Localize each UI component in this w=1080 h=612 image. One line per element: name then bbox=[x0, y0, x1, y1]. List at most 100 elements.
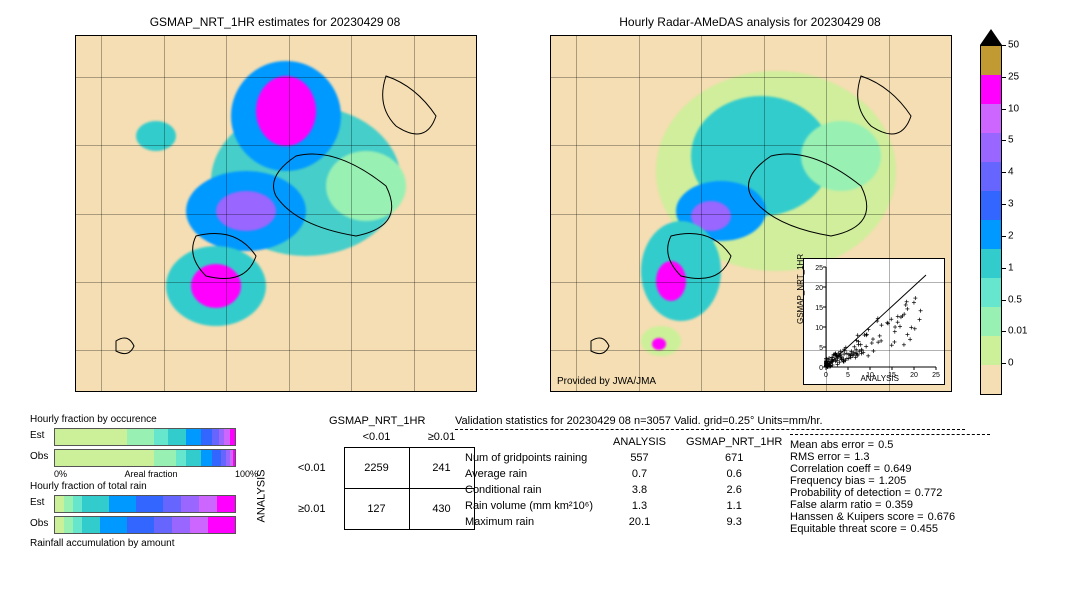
contingency-table: <0.01≥0.01<0.012259241≥0.01127430 bbox=[280, 427, 475, 530]
ytick-label: 25°N bbox=[75, 345, 76, 356]
comparison-analysis-value: 1.3 bbox=[603, 498, 676, 514]
fraction-bars-panel: Hourly fraction by occurence EstObs 0% A… bbox=[30, 412, 250, 551]
score-key: RMS error = bbox=[790, 451, 850, 463]
score-line: Probability of detection = 0.772 bbox=[790, 487, 1060, 499]
svg-text:5: 5 bbox=[846, 372, 850, 379]
validation-title: Validation statistics for 20230429 08 n=… bbox=[455, 415, 965, 427]
comparison-analysis-value: 3.8 bbox=[603, 482, 676, 498]
gsmap-map-frame: 120°E125°E130°E135°E140°E145°E25°N30°N35… bbox=[75, 35, 477, 392]
contingency-panel: GSMAP_NRT_1HR ANALYSIS <0.01≥0.01<0.0122… bbox=[260, 415, 475, 530]
scatter-svg: 00551010151520202525 bbox=[804, 259, 944, 384]
svg-text:15: 15 bbox=[815, 305, 823, 312]
score-line: Correlation coeff = 0.649 bbox=[790, 463, 1060, 475]
fraction-bar bbox=[54, 516, 236, 534]
bar-row-label: Obs bbox=[30, 448, 54, 466]
accum-title: Rainfall accumulation by amount bbox=[30, 538, 250, 549]
occurrence-title: Hourly fraction by occurence bbox=[30, 414, 250, 425]
score-key: Correlation coeff = bbox=[790, 463, 880, 475]
colorbar-segment bbox=[980, 307, 1002, 336]
score-value: 0.772 bbox=[911, 487, 943, 499]
xtick-label: 145°E bbox=[400, 391, 427, 392]
score-key: Probability of detection = bbox=[790, 487, 911, 499]
ytick-label: 25°N bbox=[550, 345, 551, 356]
xtick-label: 120°E bbox=[87, 391, 114, 392]
xtick-label: 125°E bbox=[150, 391, 177, 392]
score-value: 0.676 bbox=[924, 511, 956, 523]
colorbar-segment bbox=[980, 45, 1002, 75]
contingency-row-header: ANALYSIS bbox=[256, 470, 268, 523]
xtick-label: 120°E bbox=[562, 391, 589, 392]
score-key: Hanssen & Kuipers score = bbox=[790, 511, 924, 523]
comparison-analysis-value: 20.1 bbox=[603, 514, 676, 530]
ytick-label: 35°N bbox=[550, 208, 551, 219]
svg-text:25: 25 bbox=[815, 265, 823, 272]
xtick-label: 135°E bbox=[275, 391, 302, 392]
fraction-bar bbox=[54, 428, 236, 446]
inset-ylabel: GSMAP_NRT_1HR bbox=[796, 254, 805, 324]
colorbar-triangle bbox=[980, 29, 1002, 45]
comparison-col-header bbox=[455, 434, 603, 450]
svg-text:25: 25 bbox=[932, 372, 940, 379]
score-line: Frequency bias = 1.205 bbox=[790, 475, 1060, 487]
colorbar-segment bbox=[980, 104, 1002, 133]
colorbar-segment bbox=[980, 336, 1002, 365]
score-value: 0.359 bbox=[881, 499, 913, 511]
gsmap-map-title: GSMAP_NRT_1HR estimates for 20230429 08 bbox=[75, 15, 475, 29]
comparison-analysis-value: 557 bbox=[603, 450, 676, 466]
colorbar-segment bbox=[980, 191, 1002, 220]
score-line: Hanssen & Kuipers score = 0.676 bbox=[790, 511, 1060, 523]
radar-map-frame: Provided by JWA/JMA 00551010151520202525… bbox=[550, 35, 952, 392]
score-line: Mean abs error = 0.5 bbox=[790, 439, 1060, 451]
score-value: 1.3 bbox=[850, 451, 869, 463]
contingency-cell: 2259 bbox=[344, 448, 409, 489]
score-key: Frequency bias = bbox=[790, 475, 875, 487]
score-key: Equitable threat score = bbox=[790, 523, 907, 535]
xtick-label: 130°E bbox=[687, 391, 714, 392]
comparison-col-header: GSMAP_NRT_1HR bbox=[676, 434, 792, 450]
score-value: 0.455 bbox=[907, 523, 939, 535]
score-key: Mean abs error = bbox=[790, 439, 874, 451]
divider-1 bbox=[455, 429, 965, 430]
colorbar-segment bbox=[980, 365, 1002, 395]
xtick-label: 140°E bbox=[337, 391, 364, 392]
bar-row-label: Est bbox=[30, 494, 54, 512]
xtick-label: 135°E bbox=[750, 391, 777, 392]
xtick-label: 145°E bbox=[875, 391, 902, 392]
radar-map-panel: Hourly Radar-AMeDAS analysis for 2023042… bbox=[550, 35, 950, 390]
contingency-row-label: <0.01 bbox=[280, 448, 344, 489]
score-value: 0.5 bbox=[874, 439, 893, 451]
colorbar-segment bbox=[980, 162, 1002, 191]
score-line: RMS error = 1.3 bbox=[790, 451, 1060, 463]
fraction-bar bbox=[54, 449, 236, 467]
colorbar-segment bbox=[980, 249, 1002, 278]
comparison-key: Rain volume (mm km²10⁶) bbox=[455, 498, 603, 514]
contingency-top-header: GSMAP_NRT_1HR bbox=[280, 415, 475, 427]
gsmap-map-panel: GSMAP_NRT_1HR estimates for 20230429 08 … bbox=[75, 35, 475, 390]
divider-2 bbox=[790, 434, 990, 435]
comparison-gsmap-value: 1.1 bbox=[676, 498, 792, 514]
colorbar-segment bbox=[980, 133, 1002, 162]
radar-map-title: Hourly Radar-AMeDAS analysis for 2023042… bbox=[550, 15, 950, 29]
comparison-gsmap-value: 0.6 bbox=[676, 466, 792, 482]
frac-axis-left: 0% bbox=[54, 469, 67, 479]
comparison-gsmap-value: 9.3 bbox=[676, 514, 792, 530]
score-value: 1.205 bbox=[875, 475, 907, 487]
colorbar-segment bbox=[980, 75, 1002, 104]
xtick-label: 140°E bbox=[812, 391, 839, 392]
score-value: 0.649 bbox=[880, 463, 912, 475]
ytick-label: 30°N bbox=[550, 276, 551, 287]
comparison-analysis-value: 0.7 bbox=[603, 466, 676, 482]
provided-label: Provided by JWA/JMA bbox=[557, 376, 656, 387]
comparison-key: Average rain bbox=[455, 466, 603, 482]
xtick-label: 130°E bbox=[212, 391, 239, 392]
ytick-label: 40°N bbox=[550, 140, 551, 151]
xtick-label: 125°E bbox=[625, 391, 652, 392]
comparison-gsmap-value: 671 bbox=[676, 450, 792, 466]
totalrain-title: Hourly fraction of total rain bbox=[30, 481, 250, 492]
svg-text:20: 20 bbox=[910, 372, 918, 379]
fraction-bar bbox=[54, 495, 236, 513]
bar-row-label: Est bbox=[30, 427, 54, 445]
bar-row-label: Obs bbox=[30, 515, 54, 533]
comparison-key: Conditional rain bbox=[455, 482, 603, 498]
comparison-table: ANALYSISGSMAP_NRT_1HRNum of gridpoints r… bbox=[455, 434, 792, 530]
